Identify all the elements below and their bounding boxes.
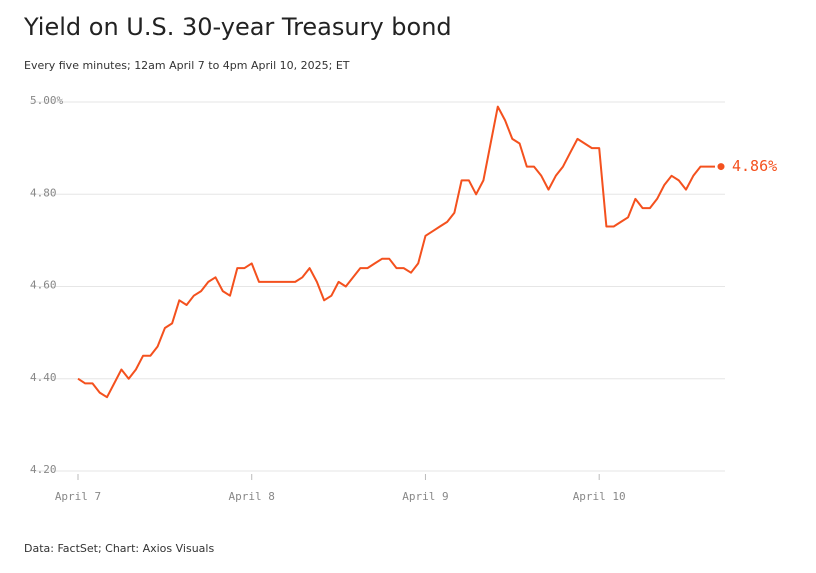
y-tick-label: 4.60 <box>30 279 57 292</box>
x-tick-label: April 10 <box>573 490 626 503</box>
y-tick-label: 4.20 <box>30 463 57 476</box>
x-tick-label: April 7 <box>55 490 101 503</box>
end-label: 4.86% <box>732 157 777 175</box>
y-tick-label: 4.40 <box>30 371 57 384</box>
chart-subtitle: Every five minutes; 12am April 7 to 4pm … <box>24 59 350 72</box>
y-tick-label: 5.00% <box>30 94 63 107</box>
x-tick-label: April 9 <box>402 490 448 503</box>
source: Data: FactSet; Chart: Axios Visuals <box>24 542 214 555</box>
chart-title: Yield on U.S. 30-year Treasury bond <box>23 13 452 41</box>
x-tick-label: April 8 <box>229 490 275 503</box>
end-dot <box>717 163 725 171</box>
y-tick-label: 4.80 <box>30 186 57 199</box>
line <box>77 105 715 399</box>
